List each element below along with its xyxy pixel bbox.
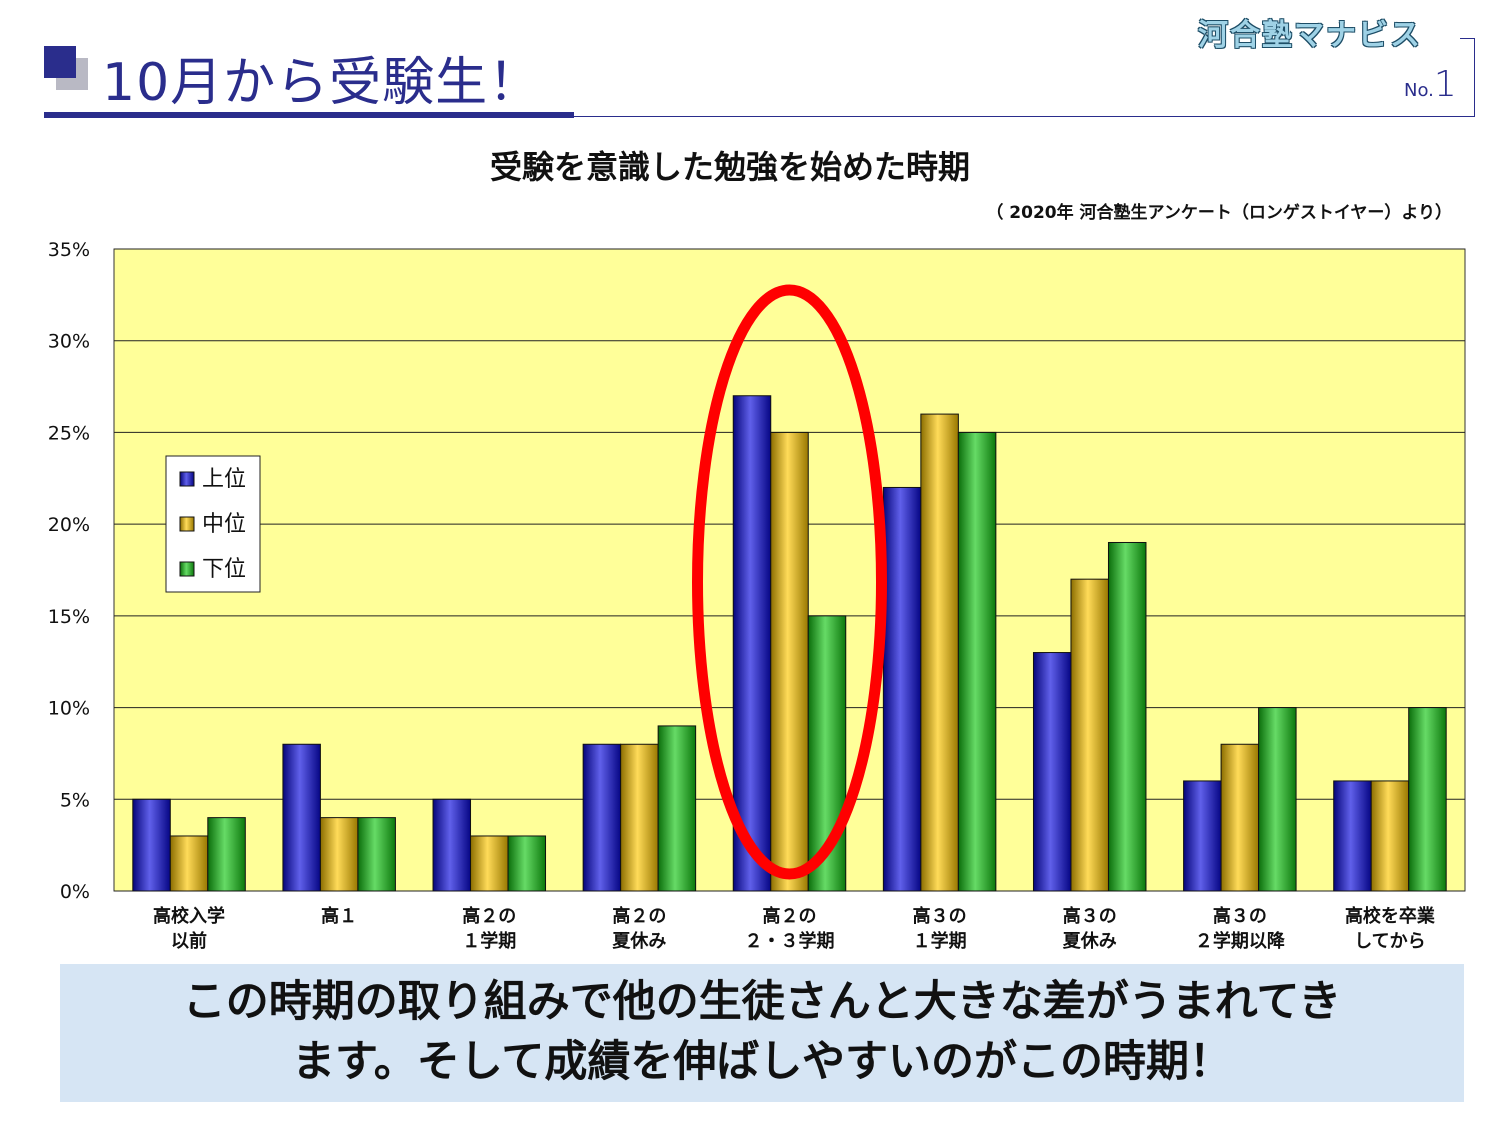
bar-上位 bbox=[732, 395, 772, 892]
legend-swatch bbox=[179, 561, 195, 577]
legend-swatch bbox=[179, 471, 195, 487]
y-tick-label: 5% bbox=[60, 789, 90, 811]
brand-logo: 河合塾マナビス bbox=[1198, 18, 1422, 53]
bar-中位 bbox=[920, 413, 959, 892]
callout-text: この時期の取り組みで他の生徒さんと大きな差がうまれてき ます。そして成績を伸ばし… bbox=[60, 972, 1464, 1092]
highlight-ellipse bbox=[692, 284, 887, 880]
chart-source: （ 2020年 河合塾生アンケート（ロンゲストイヤー）より） bbox=[986, 203, 1452, 223]
y-tick-label: 10% bbox=[48, 698, 90, 720]
x-tick-label: ２学期以降 bbox=[1195, 930, 1286, 952]
bar-上位 bbox=[1032, 652, 1072, 892]
bar-中位 bbox=[1220, 743, 1260, 892]
header-square-icon bbox=[44, 46, 76, 78]
bar-上位 bbox=[1333, 780, 1372, 892]
bar-下位 bbox=[1258, 707, 1297, 892]
bar-下位 bbox=[207, 817, 246, 892]
x-tick-label: 高校を卒業 bbox=[1345, 905, 1436, 927]
x-tick-label: 高３の bbox=[913, 905, 967, 927]
bar-中位 bbox=[319, 817, 359, 892]
y-tick-label: 15% bbox=[48, 606, 90, 628]
x-tick-label: してから bbox=[1354, 931, 1425, 952]
x-tick-label: ２・３学期 bbox=[745, 930, 835, 952]
header-rule bbox=[574, 116, 1474, 117]
y-tick-label: 0% bbox=[60, 881, 90, 903]
chart-title: 受験を意識した勉強を始めた時期 bbox=[489, 148, 970, 186]
bar-下位 bbox=[357, 817, 396, 892]
bar-上位 bbox=[132, 798, 171, 892]
page-title: 10月から受験生！ bbox=[102, 53, 542, 113]
legend-label: 下位 bbox=[202, 557, 246, 582]
x-tick-label: 高校入学 bbox=[153, 905, 225, 927]
x-tick-label: 高２の bbox=[612, 905, 666, 927]
bar-上位 bbox=[882, 486, 922, 892]
y-tick-label: 20% bbox=[48, 514, 90, 536]
legend-label: 上位 bbox=[202, 467, 246, 492]
bar-中位 bbox=[169, 835, 209, 892]
title-underline bbox=[44, 112, 574, 118]
highlight-layer bbox=[692, 284, 887, 880]
bar-上位 bbox=[432, 798, 472, 892]
callout-box bbox=[60, 964, 1464, 1102]
x-tick-label: １学期 bbox=[462, 930, 516, 952]
y-tick-label: 35% bbox=[48, 239, 90, 261]
bar-中位 bbox=[620, 743, 659, 892]
x-tick-label: 以前 bbox=[171, 930, 207, 952]
page-number-value: 1 bbox=[1433, 64, 1457, 105]
callout-line-1: この時期の取り組みで他の生徒さんと大きな差がうまれてき bbox=[182, 977, 1342, 1027]
page-number-label: No. bbox=[1404, 80, 1434, 101]
x-tick-label: １学期 bbox=[913, 930, 967, 952]
bar-中位 bbox=[1070, 578, 1109, 892]
x-tick-label: 高２の bbox=[763, 905, 817, 927]
bar-下位 bbox=[657, 725, 697, 892]
x-tick-label: 高３の bbox=[1213, 905, 1267, 927]
bar-下位 bbox=[1107, 541, 1147, 892]
header-bracket bbox=[1460, 38, 1475, 117]
bar-下位 bbox=[1408, 707, 1447, 892]
legend-swatch bbox=[179, 516, 195, 532]
bar-下位 bbox=[507, 835, 547, 892]
bars bbox=[132, 395, 1447, 892]
bar-上位 bbox=[582, 743, 622, 892]
bar-上位 bbox=[1183, 780, 1222, 892]
x-tick-label: 高１ bbox=[321, 905, 357, 927]
legend-label: 中位 bbox=[202, 512, 246, 537]
y-axis-ticks: 0% 5% 10% 15% 20% 25% 30% 35% bbox=[48, 239, 90, 903]
y-tick-label: 25% bbox=[48, 422, 90, 444]
bar-中位 bbox=[470, 835, 509, 892]
x-tick-label: 夏休み bbox=[612, 930, 666, 952]
bar-下位 bbox=[957, 431, 997, 892]
page-number: No.1 bbox=[1404, 64, 1457, 105]
bar-中位 bbox=[770, 431, 809, 892]
callout-line-2: ます。そして成績を伸ばしやすいのがこの時期！ bbox=[292, 1037, 1232, 1087]
bar-上位 bbox=[282, 743, 321, 892]
bar-中位 bbox=[1370, 780, 1410, 892]
x-tick-label: 夏休み bbox=[1063, 930, 1117, 952]
y-tick-label: 30% bbox=[48, 331, 90, 353]
x-tick-label: 高３の bbox=[1063, 905, 1117, 927]
x-tick-label: 高２の bbox=[462, 905, 516, 927]
